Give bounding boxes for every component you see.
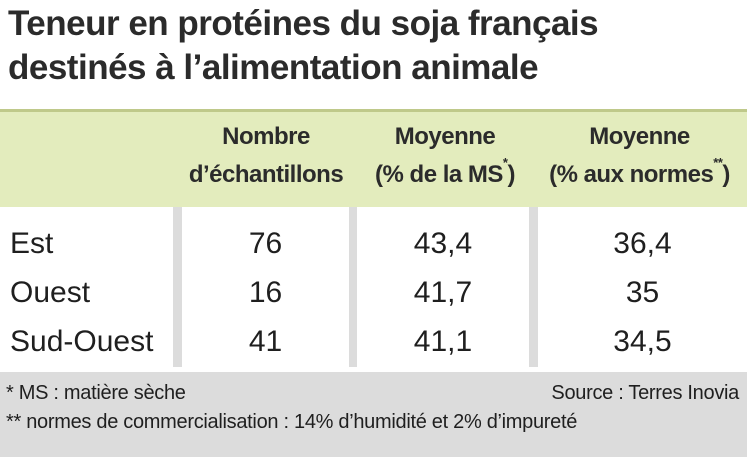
header-ms-close: ) bbox=[507, 161, 515, 188]
table-body: Est 76 43,4 36,4 Ouest 16 41,7 35 Sud-Ou… bbox=[0, 207, 747, 367]
header-count-line-2: d’échantillons bbox=[188, 161, 344, 188]
column-mean-norms bbox=[538, 207, 747, 367]
header-norm-line-2: (% aux normes**) bbox=[532, 156, 747, 194]
table-row: Sud-Ouest 41 41,1 34,5 bbox=[0, 317, 747, 367]
header-norm-close: ) bbox=[722, 161, 730, 188]
row-count: 76 bbox=[248, 227, 283, 260]
table-row: Est 76 43,4 36,4 bbox=[0, 219, 747, 269]
row-label: Sud-Ouest bbox=[10, 325, 154, 358]
page-title: Teneur en protéines du soja français des… bbox=[8, 2, 743, 90]
row-label: Ouest bbox=[10, 276, 91, 309]
footnote-norms: ** normes de commercialisation : 14% d’h… bbox=[6, 411, 578, 433]
row-mean-norms: 36,4 bbox=[613, 227, 672, 260]
row-mean-norms: 34,5 bbox=[613, 325, 672, 358]
table-header: Nombre d’échantillons Moyenne (% de la M… bbox=[0, 109, 747, 207]
footnotes: * MS : matière sèche Source : Terres Ino… bbox=[0, 372, 747, 457]
row-label: Est bbox=[10, 227, 54, 260]
row-mean-ms: 43,4 bbox=[413, 227, 473, 260]
row-mean-norms: 35 bbox=[625, 276, 660, 309]
title-line-1: Teneur en protéines du soja français bbox=[8, 4, 599, 43]
row-mean-ms: 41,1 bbox=[413, 325, 473, 358]
footnote-ms: * MS : matière sèche bbox=[6, 382, 186, 404]
column-mean-ms bbox=[357, 207, 529, 367]
table-row: Ouest 16 41,7 35 bbox=[0, 268, 747, 318]
header-ms-text: (% de la MS bbox=[375, 161, 503, 188]
header-norm-line-1: Moyenne bbox=[589, 123, 690, 150]
header-count: Nombre d’échantillons bbox=[176, 118, 356, 194]
row-count: 16 bbox=[248, 276, 283, 309]
row-mean-ms: 41,7 bbox=[413, 276, 473, 309]
header-ms-line-1: Moyenne bbox=[394, 123, 496, 150]
header-mean-norms: Moyenne (% aux normes**) bbox=[532, 118, 747, 194]
header-ms-line-2: (% de la MS*) bbox=[356, 156, 534, 194]
column-count bbox=[182, 207, 349, 367]
header-mean-ms: Moyenne (% de la MS*) bbox=[356, 118, 534, 194]
header-norm-footnote-mark: ** bbox=[713, 155, 723, 170]
title-line-2: destinés à l’alimentation animale bbox=[8, 48, 539, 87]
source-credit: Source : Terres Inovia bbox=[551, 382, 739, 404]
header-count-line-1: Nombre bbox=[222, 123, 310, 150]
header-ms-footnote-mark: * bbox=[502, 155, 508, 170]
column-region-labels bbox=[0, 207, 173, 367]
header-norm-text: (% aux normes bbox=[549, 161, 714, 188]
row-count: 41 bbox=[248, 325, 283, 358]
